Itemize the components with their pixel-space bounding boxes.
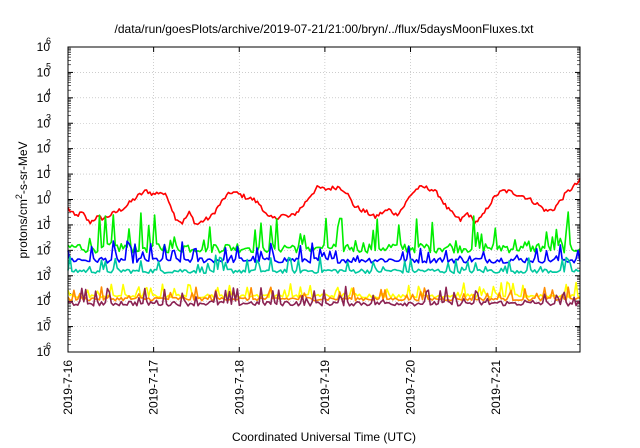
x-axis-ticks: 2019-7-16 2019-7-17 2019-7-18 2019-7-19 2019… xyxy=(61,47,503,415)
series-line-4 xyxy=(67,254,581,275)
x-tick-label: 2019-7-18 xyxy=(232,360,246,415)
y-axis-ticks: 10-610-510-410-310-210-11001011021031041… xyxy=(37,36,580,359)
chart-title: /data/run/goesPlots/archive/2019-07-21/2… xyxy=(115,22,535,36)
plot-frame xyxy=(67,46,581,353)
y-tick-label: 105 xyxy=(37,61,51,79)
y-tick-label: 10-3 xyxy=(37,265,51,283)
y-tick-label: 103 xyxy=(37,112,51,130)
y-tick-label: 10-6 xyxy=(37,341,51,359)
y-tick-exponent: 1 xyxy=(46,163,51,173)
x-tick-label: 2019-7-17 xyxy=(147,360,161,415)
series-line-3 xyxy=(67,240,581,264)
y-tick-exponent: -4 xyxy=(43,290,51,300)
series-line-6 xyxy=(67,286,581,302)
y-axis-label-base: protons/cm xyxy=(16,199,30,258)
x-tick-label: 2019-7-21 xyxy=(489,360,503,415)
y-tick-exponent: -3 xyxy=(43,265,51,275)
y-tick-label: 10-2 xyxy=(37,239,51,257)
y-tick-label: 10-4 xyxy=(37,290,51,308)
series-line-2 xyxy=(67,211,581,254)
y-tick-exponent: 4 xyxy=(46,87,51,97)
y-tick-label: 101 xyxy=(37,163,51,181)
y-tick-exponent: 3 xyxy=(46,112,51,122)
y-tick-label: 106 xyxy=(37,36,51,54)
y-tick-exponent: -5 xyxy=(43,316,51,326)
x-tick-label: 2019-7-19 xyxy=(318,360,332,415)
y-tick-exponent: -6 xyxy=(43,341,51,351)
y-tick-exponent: 6 xyxy=(46,36,51,46)
y-tick-exponent: -1 xyxy=(43,214,51,224)
y-tick-exponent: 2 xyxy=(46,138,51,148)
y-tick-label: 100 xyxy=(37,189,51,207)
y-axis-label-sup: 2 xyxy=(14,194,24,199)
y-tick-label: 104 xyxy=(37,87,51,105)
y-tick-exponent: 0 xyxy=(46,189,51,199)
y-tick-label: 102 xyxy=(37,138,51,156)
x-tick-label: 2019-7-16 xyxy=(61,360,75,415)
x-axis-label: Coordinated Universal Time (UTC) xyxy=(232,430,416,444)
y-tick-label: 10-1 xyxy=(37,214,51,232)
x-tick-label: 2019-7-20 xyxy=(404,360,418,415)
y-tick-exponent: 5 xyxy=(46,61,51,71)
y-axis-label: protons/cm2-s-sr-MeV xyxy=(14,141,30,258)
y-tick-exponent: -2 xyxy=(43,239,51,249)
y-axis-label-rest: -s-sr-MeV xyxy=(16,141,30,194)
y-tick-label: 10-5 xyxy=(37,316,51,334)
series-group xyxy=(67,178,581,307)
series-line-1 xyxy=(67,178,581,226)
series-line-7 xyxy=(67,285,581,307)
